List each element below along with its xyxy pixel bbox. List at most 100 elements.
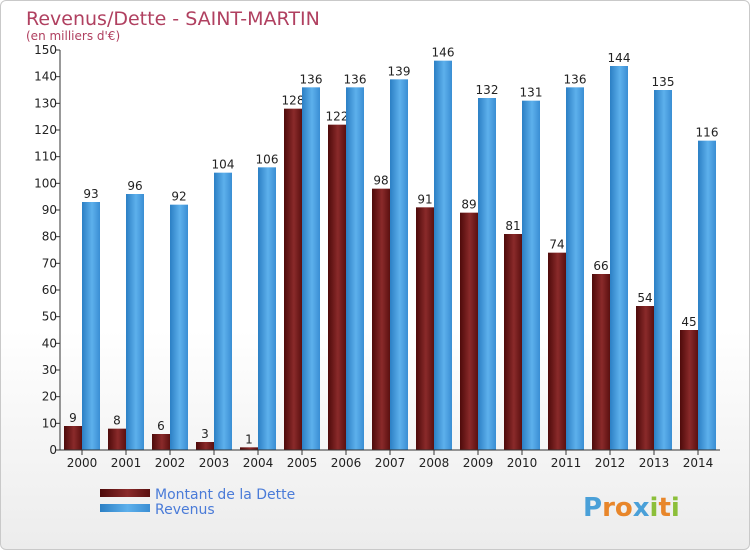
x-tick-label: 2002	[155, 456, 186, 470]
y-tick-label: 70	[42, 256, 57, 270]
bar-debt-2013	[636, 306, 654, 450]
data-label-debt-2014: 45	[681, 315, 696, 329]
data-label-revenus-2010: 131	[520, 86, 543, 100]
bar-revenus-2007	[390, 79, 408, 450]
x-tick-label: 2000	[67, 456, 98, 470]
bar-debt-2001	[108, 428, 126, 450]
bar-debt-2011	[548, 252, 566, 450]
y-tick-label: 130	[34, 96, 57, 110]
bar-debt-2004	[240, 447, 258, 450]
data-label-debt-2011: 74	[549, 238, 564, 252]
data-label-debt-2008: 91	[417, 192, 432, 206]
data-label-revenus-2008: 146	[432, 46, 455, 60]
chart-subtitle: (en milliers d'€)	[26, 29, 120, 43]
data-label-revenus-2006: 136	[344, 72, 367, 86]
bar-revenus-2014	[698, 140, 716, 450]
bar-revenus-2011	[566, 87, 584, 450]
bar-revenus-2002	[170, 204, 188, 450]
data-label-revenus-2005: 136	[300, 72, 323, 86]
logo-letter: x	[633, 493, 650, 523]
bar-revenus-2012	[610, 66, 628, 450]
y-tick-label: 150	[34, 43, 57, 57]
x-axis: 2000 2001 2002 2003 2004 2005 2006 2007 2008 2009…	[60, 449, 720, 470]
data-label-debt-2013: 54	[637, 291, 652, 305]
y-tick-label: 20	[42, 390, 57, 404]
legend-swatch-debt	[100, 489, 150, 497]
data-label-debt-2004: 1	[245, 432, 253, 446]
data-label-debt-2001: 8	[113, 414, 121, 428]
bar-revenus-2000	[82, 202, 100, 450]
y-tick-label: 80	[42, 230, 57, 244]
bar-debt-2005	[284, 108, 302, 451]
y-tick-label: 120	[34, 123, 57, 137]
data-label-revenus-2014: 116	[696, 126, 719, 140]
y-tick-label: 110	[34, 150, 57, 164]
x-tick-label: 2005	[287, 456, 318, 470]
bar-debt-2012	[592, 274, 610, 450]
bar-revenus-2004	[258, 167, 276, 451]
logo-letter: o	[615, 493, 633, 523]
x-tick-label: 2004	[243, 456, 274, 470]
y-axis: 0 10 20 30 40 50 60 70 80 90 100 110 120 130 140 150	[34, 43, 61, 457]
data-label-debt-2009: 89	[461, 198, 476, 212]
legend-label-revenus: Revenus	[155, 502, 215, 518]
data-label-revenus-2011: 136	[564, 72, 587, 86]
bar-debt-2008	[416, 207, 434, 450]
y-tick-label: 90	[42, 203, 57, 217]
logo-letter: i	[650, 493, 659, 523]
y-tick-label: 0	[49, 443, 57, 457]
legend: Montant de la Dette Revenus	[100, 487, 295, 518]
y-tick-label: 30	[42, 363, 57, 377]
x-tick-label: 2013	[639, 456, 670, 470]
data-label-revenus-2012: 144	[608, 51, 631, 65]
logo-letter: P	[583, 493, 602, 523]
bar-revenus-2009	[478, 98, 496, 450]
x-tick-label: 2010	[507, 456, 538, 470]
bar-revenus-2003	[214, 172, 232, 450]
proxiti-logo: Proxiti	[583, 493, 680, 523]
bar-revenus-2013	[654, 90, 672, 450]
bar-debt-2007	[372, 188, 390, 450]
data-label-revenus-2000: 93	[83, 187, 98, 201]
y-tick-label: 10	[42, 416, 57, 430]
bar-debt-2014	[680, 330, 698, 450]
bar-debt-2006	[328, 124, 346, 451]
bar-debt-2010	[504, 234, 522, 450]
data-label-revenus-2001: 96	[127, 179, 142, 193]
bar-revenus-2010	[522, 100, 540, 451]
bar-revenus-2001	[126, 194, 144, 450]
data-label-revenus-2004: 106	[256, 152, 279, 166]
legend-swatch-revenus	[100, 504, 150, 512]
data-label-revenus-2009: 132	[476, 83, 499, 97]
data-label-debt-2000: 9	[69, 411, 77, 425]
legend-label-debt: Montant de la Dette	[155, 487, 295, 503]
data-label-debt-2006: 122	[326, 110, 349, 124]
x-tick-label: 2006	[331, 456, 362, 470]
data-label-debt-2002: 6	[157, 419, 165, 433]
x-tick-label: 2009	[463, 456, 494, 470]
y-tick-label: 40	[42, 336, 57, 350]
x-tick-label: 2008	[419, 456, 450, 470]
logo-letter: r	[602, 493, 615, 523]
data-label-revenus-2003: 104	[212, 158, 235, 172]
bar-revenus-2005	[302, 87, 320, 450]
data-label-revenus-2002: 92	[171, 190, 186, 204]
bar-debt-2003	[196, 442, 214, 450]
x-tick-label: 2001	[111, 456, 142, 470]
data-label-debt-2007: 98	[373, 174, 388, 188]
y-tick-label: 100	[34, 176, 57, 190]
data-label-revenus-2007: 139	[388, 64, 411, 78]
x-tick-label: 2012	[595, 456, 626, 470]
x-tick-label: 2007	[375, 456, 406, 470]
y-tick-label: 60	[42, 283, 57, 297]
data-label-debt-2010: 81	[505, 219, 520, 233]
bar-debt-2009	[460, 212, 478, 450]
x-tick-label: 2011	[551, 456, 582, 470]
x-tick-label: 2014	[683, 456, 714, 470]
bar-revenus-2008	[434, 60, 452, 451]
y-tick-label: 50	[42, 310, 57, 324]
bar-debt-2002	[152, 434, 170, 450]
logo-letter: t	[658, 493, 670, 523]
proxiti-logo-text: Proxiti	[583, 493, 680, 523]
